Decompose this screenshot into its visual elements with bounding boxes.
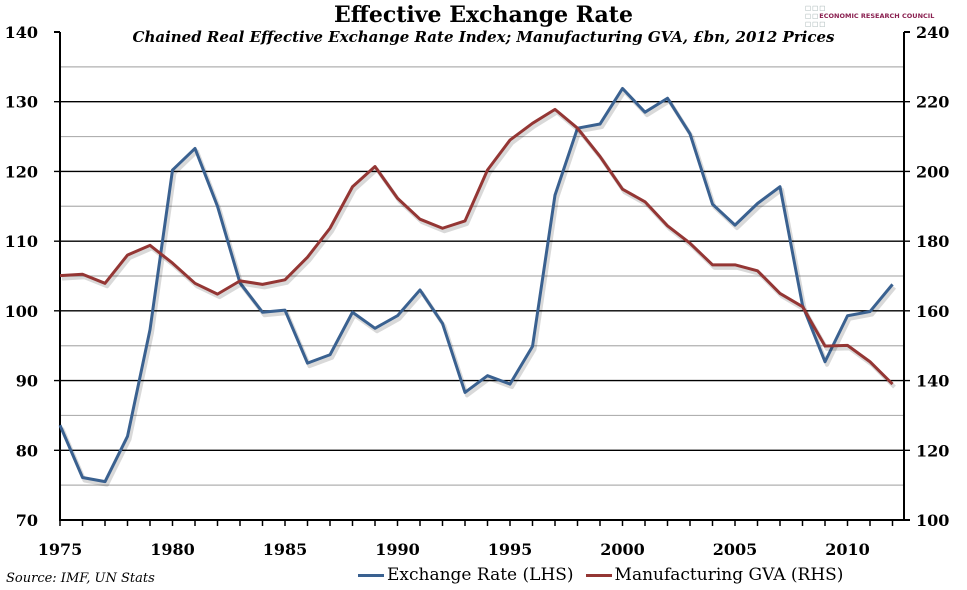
x-tick-label: 1985	[263, 540, 308, 559]
logo-text: ECONOMIC RESEARCH COUNCIL	[819, 12, 935, 20]
y-left-tick-label: 120	[5, 162, 38, 181]
x-tick-label: 1980	[150, 540, 195, 559]
legend-label-exchange-rate: Exchange Rate (LHS)	[387, 565, 574, 585]
y-right-tick-label: 200	[916, 162, 949, 181]
legend-label-manufacturing-gva: Manufacturing GVA (RHS)	[614, 565, 844, 585]
x-tick-label: 1990	[375, 540, 420, 559]
y-left-tick-label: 110	[5, 232, 38, 251]
source-note: Source: IMF, UN Stats	[6, 571, 155, 586]
series-shadow-exchange-rate	[60, 89, 897, 487]
legend: Exchange Rate (LHS) Manufacturing GVA (R…	[358, 565, 855, 585]
x-tick-label: 2000	[600, 540, 645, 559]
series-line-manufacturing-gva	[59, 107, 894, 386]
y-left-tick-label: 130	[5, 93, 38, 112]
legend-swatch-manufacturing-gva	[585, 573, 612, 577]
y-left-tick-label: 90	[16, 372, 38, 391]
x-tick-label: 2010	[825, 540, 870, 559]
x-tick-label: 1995	[488, 540, 533, 559]
y-left-tick-label: 70	[16, 511, 38, 530]
y-left-tick-label: 140	[5, 23, 38, 42]
x-tick-label: 2005	[713, 540, 758, 559]
legend-swatch-exchange-rate	[358, 573, 384, 577]
logo-squares-icon: □□□	[805, 4, 827, 12]
chart-title: Effective Exchange Rate	[334, 2, 633, 28]
y-right-tick-label: 240	[916, 23, 949, 42]
legend-item-manufacturing-gva: Manufacturing GVA (RHS)	[585, 565, 844, 585]
y-right-tick-label: 220	[916, 93, 949, 112]
series-line-exchange-rate	[58, 86, 894, 484]
legend-item-exchange-rate: Exchange Rate (LHS)	[358, 565, 574, 585]
y-right-tick-label: 160	[916, 302, 949, 321]
y-right-tick-label: 120	[916, 441, 949, 460]
y-right-tick-label: 180	[916, 232, 949, 251]
y-left-tick-label: 80	[16, 441, 38, 460]
y-right-tick-label: 100	[916, 511, 949, 530]
y-right-tick-label: 140	[916, 372, 949, 391]
erc-logo: □□□ □□ECONOMIC RESEARCH COUNCIL □□□	[805, 4, 935, 28]
y-left-tick-label: 100	[5, 302, 38, 321]
chart-subtitle: Chained Real Effective Exchange Rate Ind…	[132, 28, 835, 46]
x-tick-label: 1975	[38, 540, 83, 559]
series-shadow-manufacturing-gva	[61, 110, 896, 389]
